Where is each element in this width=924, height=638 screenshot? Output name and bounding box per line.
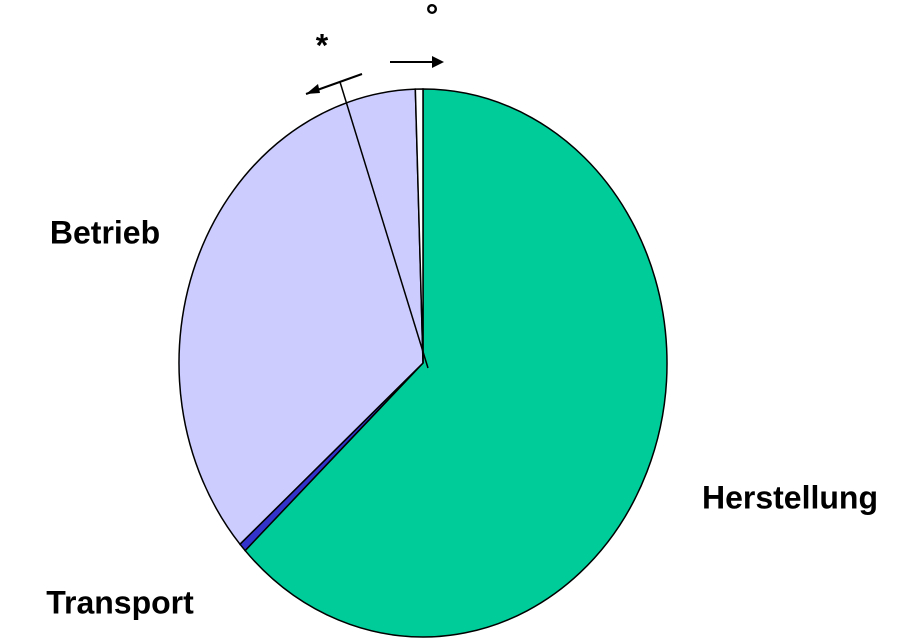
slice-label: Transport bbox=[46, 584, 194, 620]
annotation-arrowhead bbox=[306, 84, 320, 94]
slice-label: Herstellung bbox=[702, 479, 878, 515]
slice-label: ° bbox=[426, 0, 439, 33]
small-slice-arrowhead bbox=[432, 56, 444, 68]
pie-slice bbox=[244, 88, 668, 638]
pie-slice bbox=[414, 88, 424, 364]
pie-slice bbox=[178, 88, 424, 546]
slices bbox=[178, 88, 668, 638]
slice-label: Betrieb bbox=[50, 214, 160, 250]
annotation: * bbox=[316, 27, 329, 63]
annotation-line bbox=[339, 81, 429, 369]
